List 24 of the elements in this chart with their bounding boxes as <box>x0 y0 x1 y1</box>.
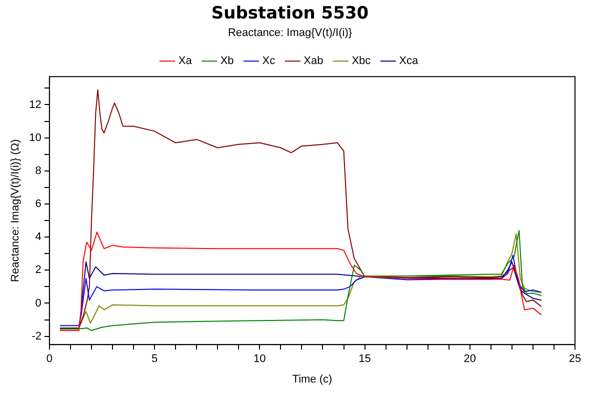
y-tick-label: 8 <box>35 164 42 177</box>
y-tick-label: 6 <box>35 198 42 210</box>
y-tick-label: 2 <box>35 264 42 276</box>
y-tick-label: 0 <box>35 297 42 310</box>
y-tick-label: 10 <box>29 132 42 144</box>
x-tick-label: 0 <box>46 353 52 366</box>
chart-title: Substation 5530 <box>211 4 369 24</box>
x-tick-label: 15 <box>358 353 371 366</box>
y-tick-label: 12 <box>29 98 42 111</box>
x-axis-title: Time (c) <box>292 373 332 386</box>
legend-label: Xbc <box>352 55 372 68</box>
x-tick-label: 10 <box>254 353 266 366</box>
x-tick-label: 20 <box>464 353 476 366</box>
legend-label: Xc <box>262 55 276 68</box>
y-tick-label: -2 <box>32 330 42 342</box>
legend-label: Xca <box>399 55 419 68</box>
x-tick-label: 25 <box>568 353 582 366</box>
y-axis-title: Reactance: Imag{V(t)/I(i)} (Ω) <box>10 139 22 282</box>
legend-label: Xa <box>178 55 193 68</box>
chart-subtitle: Reactance: Imag{V(t)/I(i)} <box>228 27 352 40</box>
legend-label: Xb <box>220 55 234 68</box>
y-tick-label: 4 <box>35 231 42 244</box>
legend-label: Xab <box>304 55 324 68</box>
x-tick-label: 5 <box>151 353 158 366</box>
